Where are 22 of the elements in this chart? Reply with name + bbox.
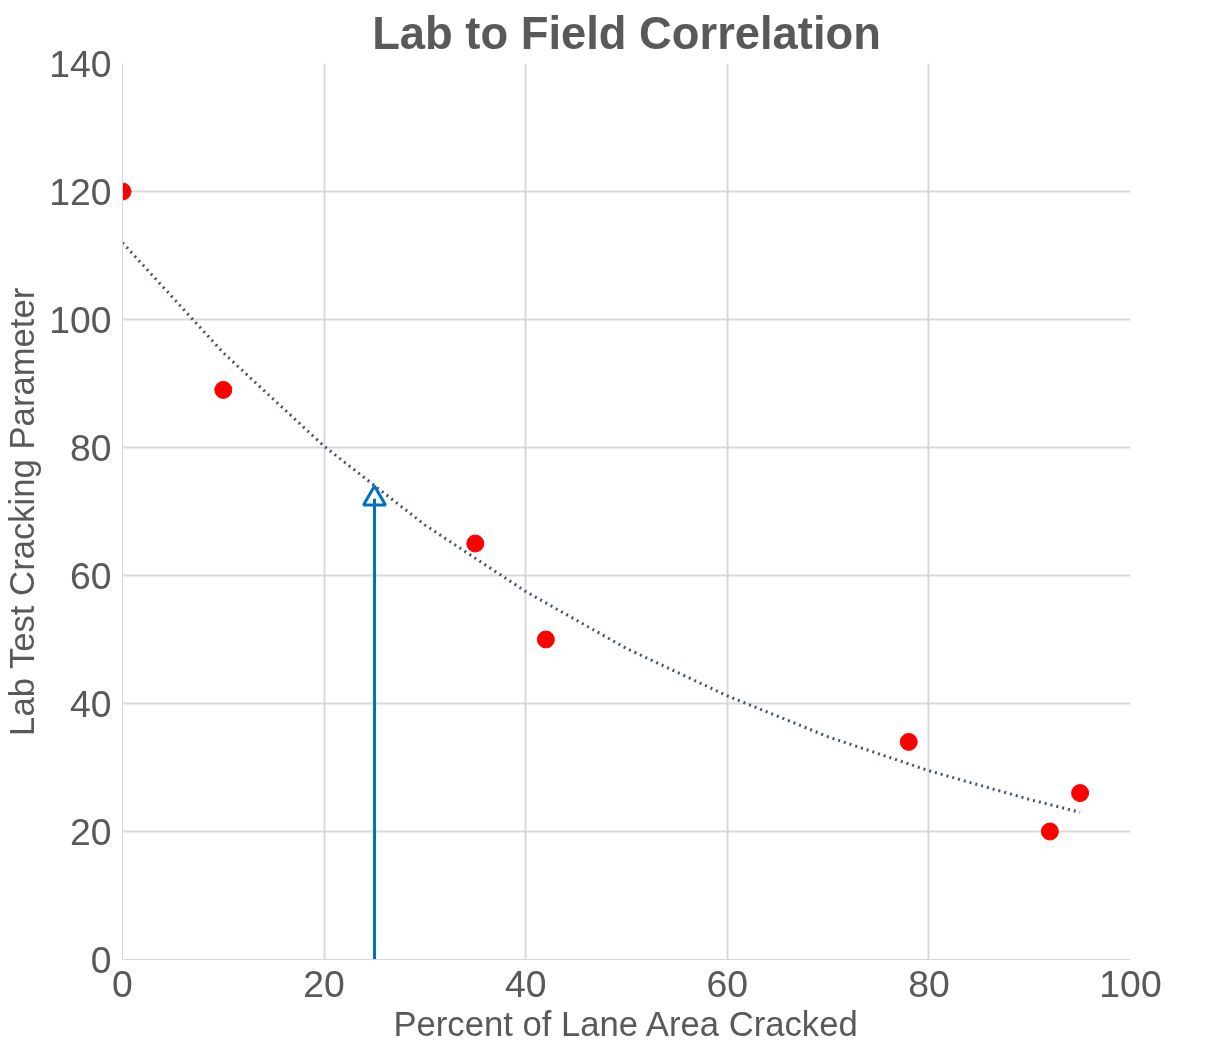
point [214, 380, 233, 399]
x-tick-label: 100 [1099, 962, 1162, 1005]
x-tick-label: 20 [303, 962, 345, 1005]
x-axis-title: Percent of Lane Area Cracked [393, 1004, 858, 1043]
point [899, 732, 918, 751]
y-tick-label: 100 [49, 298, 112, 341]
y-tick-label: 40 [69, 682, 112, 725]
point [1040, 822, 1059, 841]
point [466, 534, 485, 553]
y-axis-title: Lab Test Cracking Parameter [3, 287, 42, 736]
y-tick-label: 20 [69, 810, 112, 853]
y-tick-label: 120 [49, 170, 112, 213]
point [1071, 784, 1090, 803]
x-tick-label: 40 [504, 962, 547, 1005]
line-series [122, 241, 1082, 814]
x-tick-label: 80 [908, 962, 950, 1005]
y-tick-label: 80 [69, 426, 112, 469]
chart-title: Lab to Field Correlation [372, 7, 881, 59]
point [536, 630, 555, 649]
y-tick-label: 60 [69, 554, 112, 597]
y-tick-label: 140 [49, 42, 112, 85]
x-tick-label: 60 [706, 962, 749, 1005]
